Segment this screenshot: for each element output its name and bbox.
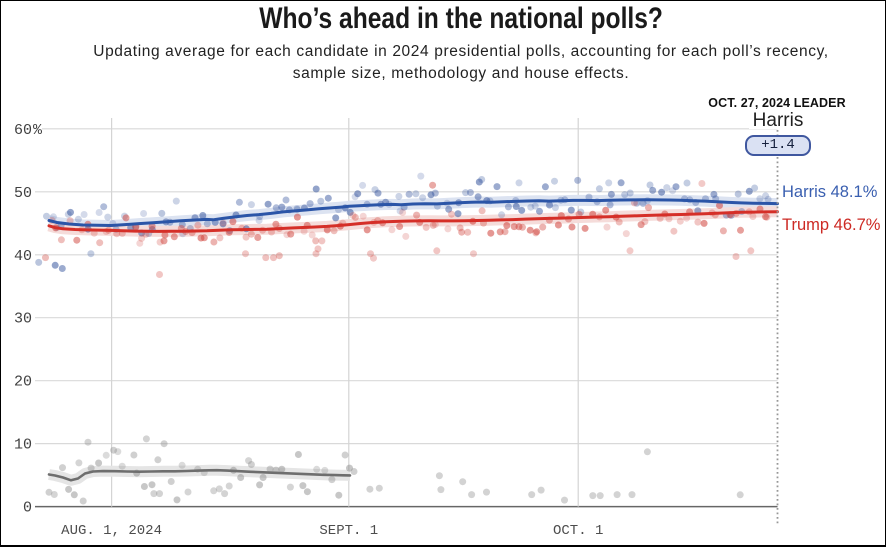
- svg-text:%: %: [33, 122, 43, 139]
- svg-text:20: 20: [14, 374, 32, 391]
- svg-text:40: 40: [14, 248, 32, 265]
- svg-text:10: 10: [14, 437, 32, 454]
- svg-text:SEPT. 1: SEPT. 1: [319, 523, 378, 539]
- svg-text:AUG. 1, 2024: AUG. 1, 2024: [61, 523, 162, 539]
- svg-text:0: 0: [23, 500, 32, 517]
- svg-text:50: 50: [14, 185, 32, 202]
- svg-text:OCT. 1: OCT. 1: [553, 523, 603, 539]
- svg-text:60: 60: [14, 122, 32, 139]
- svg-text:30: 30: [14, 311, 32, 328]
